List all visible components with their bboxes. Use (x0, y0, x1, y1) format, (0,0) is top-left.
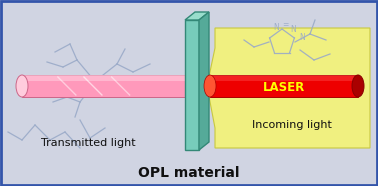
Bar (210, 75, 358, 97)
Text: LASER: LASER (263, 81, 305, 94)
Bar (22, 75, 185, 81)
Ellipse shape (16, 75, 28, 97)
Text: P: P (93, 78, 97, 86)
Text: N: N (290, 25, 296, 33)
Bar (210, 75, 358, 81)
Polygon shape (185, 12, 209, 20)
Text: N: N (273, 23, 279, 31)
Polygon shape (199, 12, 209, 150)
Text: =: = (282, 20, 288, 30)
Ellipse shape (352, 75, 364, 97)
Text: Transmitted light: Transmitted light (41, 138, 135, 148)
Bar (22, 75, 185, 97)
Text: OPL material: OPL material (138, 166, 240, 180)
Bar (185, 20, 199, 150)
Polygon shape (207, 28, 370, 148)
Text: Incoming light: Incoming light (252, 120, 332, 130)
Text: N: N (299, 33, 305, 41)
Ellipse shape (204, 75, 216, 97)
